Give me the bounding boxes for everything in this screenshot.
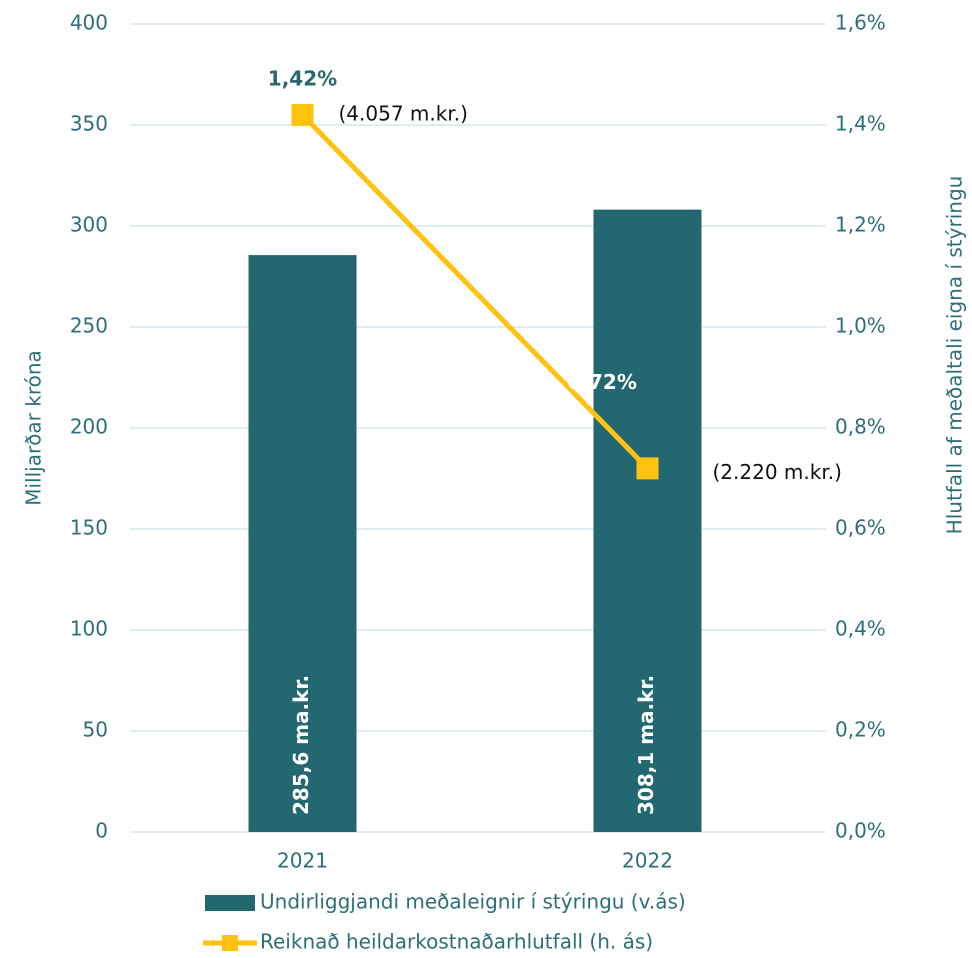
bar	[593, 209, 702, 832]
x-tick-label: 2022	[622, 849, 673, 873]
legend-swatch	[205, 895, 255, 911]
y-tick-label: 0	[95, 819, 108, 843]
y-tick-label: 150	[70, 516, 108, 540]
y2-tick-label: 1,4%	[835, 112, 886, 136]
y2-axis-label: Hlutfall af meðaltali eigna í stýringu	[943, 176, 967, 535]
legend-label: Undirliggjandi meðaleignir í stýringu (v…	[260, 890, 686, 914]
y2-tick-label: 0,8%	[835, 415, 886, 439]
line-value-label: 0,72%	[568, 370, 637, 394]
y-tick-label: 250	[70, 314, 108, 338]
annotation: (4.057 m.kr.)	[339, 101, 468, 125]
y2-tick-label: 0,0%	[835, 819, 886, 843]
line-value-label: 1,42%	[268, 66, 337, 90]
y2-tick-label: 1,6%	[835, 11, 886, 35]
y-tick-label: 50	[83, 718, 108, 742]
line-marker	[636, 457, 659, 480]
y2-tick-label: 0,4%	[835, 617, 886, 641]
y2-tick-label: 0,2%	[835, 718, 886, 742]
bar-value-label: 308,1 ma.kr.	[634, 675, 658, 815]
y-tick-label: 300	[70, 213, 108, 237]
y2-tick-label: 0,6%	[835, 516, 886, 540]
bar	[248, 255, 357, 832]
legend-label: Reiknað heildarkostnaðarhlutfall (h. ás)	[260, 930, 653, 954]
y-tick-label: 400	[70, 11, 108, 35]
line-marker	[291, 103, 314, 126]
legend-marker	[222, 935, 238, 951]
y2-tick-label: 1,2%	[835, 213, 886, 237]
y-tick-label: 200	[70, 415, 108, 439]
x-tick-label: 2021	[277, 849, 328, 873]
line	[300, 113, 650, 471]
bar-value-label: 285,6 ma.kr.	[289, 675, 313, 815]
annotation: (2.220 m.kr.)	[713, 460, 842, 484]
y2-tick-label: 1,0%	[835, 314, 886, 338]
y-axis-label: Milljarðar króna	[22, 350, 46, 506]
y-tick-label: 350	[70, 112, 108, 136]
y-tick-label: 100	[70, 617, 108, 641]
